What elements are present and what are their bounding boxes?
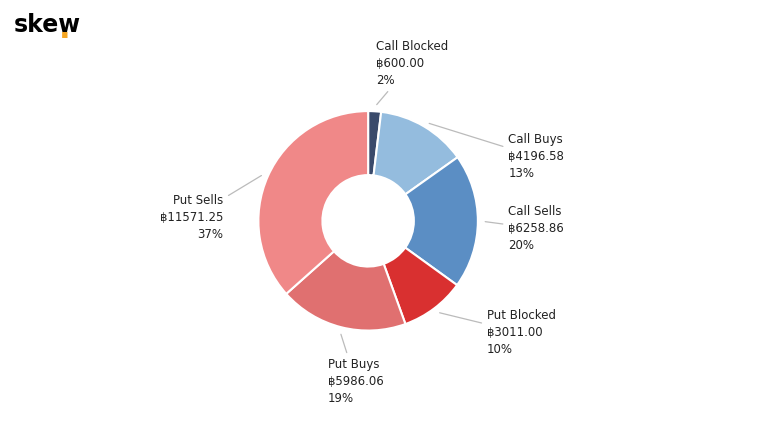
Text: Call Sells
฿6258.86
20%: Call Sells ฿6258.86 20% (485, 205, 564, 252)
Text: .: . (59, 15, 71, 44)
Text: Put Sells
฿11571.25
37%: Put Sells ฿11571.25 37% (160, 175, 261, 241)
Wedge shape (374, 112, 457, 194)
Text: Put Blocked
฿3011.00
10%: Put Blocked ฿3011.00 10% (439, 309, 556, 356)
Wedge shape (286, 251, 405, 330)
Wedge shape (368, 111, 381, 175)
Wedge shape (405, 157, 478, 285)
Wedge shape (258, 111, 368, 294)
Text: Call Buys
฿4196.58
13%: Call Buys ฿4196.58 13% (429, 123, 564, 180)
Text: Put Buys
฿5986.06
19%: Put Buys ฿5986.06 19% (328, 334, 384, 405)
Text: Call Blocked
฿600.00
2%: Call Blocked ฿600.00 2% (376, 40, 448, 105)
Wedge shape (384, 248, 457, 324)
Text: skew: skew (14, 13, 81, 37)
